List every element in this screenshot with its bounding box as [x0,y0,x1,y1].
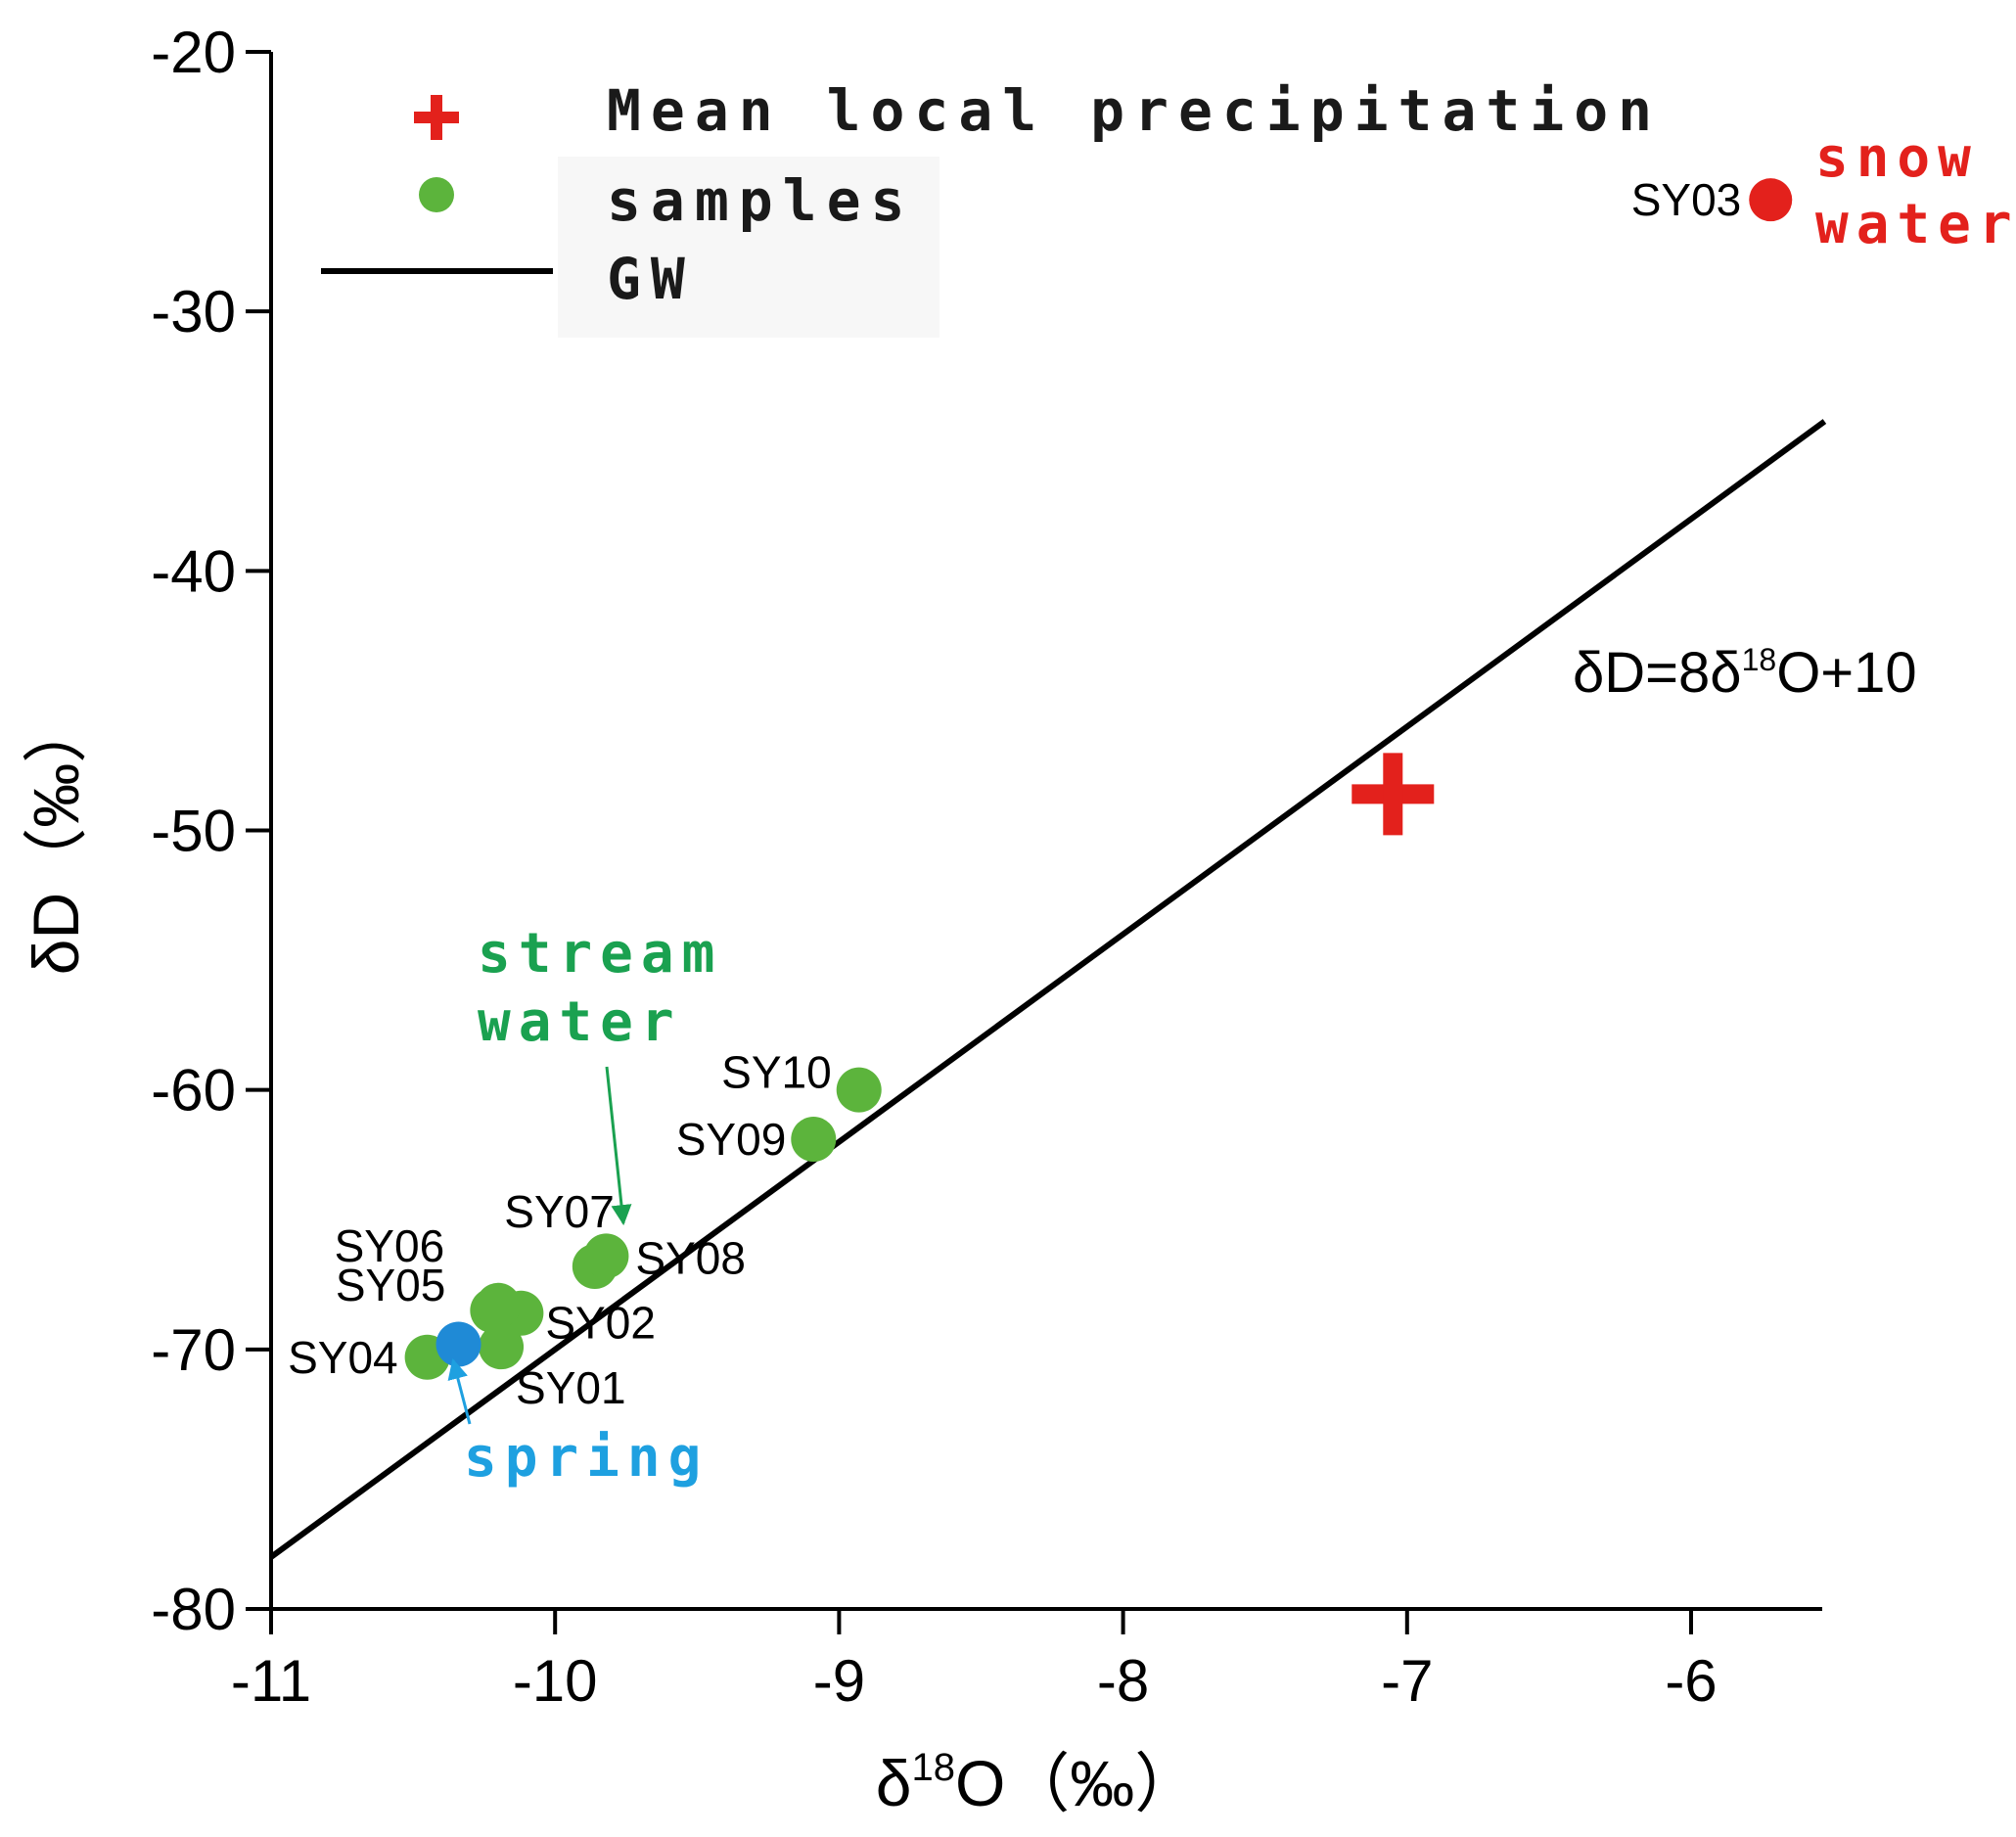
gw-equation-suffix: O+10 [1776,641,1917,705]
y-tick-label: -20 [151,20,236,85]
y-ticks: -20 -30 -40 -50 -60 -70 -80 [151,20,271,1642]
snow-water-label-line1: snow [1815,126,1979,190]
legend-label-precipitation: Mean local precipitation [607,77,1662,144]
annotations: stream water spring snow water [447,126,2016,1490]
spring-label: spring [464,1426,709,1490]
gw-equation-sup: 18 [1742,642,1777,677]
x-tick-label: -6 [1665,1648,1717,1714]
sample-point-sy01 [479,1324,525,1370]
y-axis-title: δD（‰） [20,699,92,975]
x-tick-label: -9 [813,1648,865,1714]
legend-precip-cross-icon [414,95,459,140]
y-tick-label: -60 [151,1058,236,1124]
point-label-sy03: SY03 [1631,174,1742,225]
precip-cross-vertical [1383,753,1403,836]
point-label-sy08: SY08 [635,1232,746,1283]
gw-equation-label: δD=8δ18O+10 [1573,641,1917,705]
axes: -20 -30 -40 -50 -60 -70 -80 -11 -10 -9 -8 -7 -6 [151,20,1822,1714]
x-tick-label: -7 [1381,1648,1433,1714]
snow-sample-point-sy03 [1749,178,1793,222]
snow-water-label-line2: water [1815,193,2016,256]
sample-point-sy10 [836,1067,882,1113]
y-tick-label: -50 [151,799,236,864]
point-label-sy09: SY09 [676,1114,787,1165]
sample-point-sy06 [476,1282,522,1328]
gw-equation-prefix: δD=8δ [1573,641,1742,705]
sample-point-sy08 [583,1233,629,1279]
y-tick-label: -40 [151,538,236,604]
point-label-sy05: SY05 [336,1260,446,1310]
mean-precipitation-cross-marker [1352,753,1435,836]
y-tick-label: -70 [151,1317,236,1383]
x-axis-title-suffix: O（‰） [955,1747,1199,1819]
point-label-sy01: SY01 [516,1362,626,1413]
spring-arrow [447,1357,472,1425]
legend-samples-dot-icon [419,177,454,212]
legend: Mean local precipitation samples GW [321,77,1662,338]
stream-water-label-line1: stream [478,922,722,986]
gw-regression-line [269,419,1827,1560]
x-tick-label: -11 [231,1648,311,1714]
spring-sample-point [435,1321,481,1367]
y-tick-label: -80 [151,1577,236,1642]
x-axis-title-sup: 18 [911,1746,955,1789]
legend-label-gw: GW [607,246,695,312]
stream-water-label-line2: water [478,990,682,1054]
legend-label-samples: samples [607,167,914,234]
point-label-sy06: SY06 [335,1220,445,1271]
legend-background [558,157,939,338]
data-points [404,178,1793,1380]
point-label-sy04: SY04 [288,1332,398,1383]
x-tick-label: -8 [1097,1648,1149,1714]
x-axis-title-prefix: δ [876,1747,912,1819]
y-tick-label: -30 [151,279,236,344]
sample-point-sy09 [791,1117,837,1163]
x-axis-title: δ18O（‰） [876,1746,1200,1819]
x-tick-label: -10 [513,1648,598,1714]
point-label-sy02: SY02 [545,1298,656,1349]
point-label-sy07: SY07 [504,1186,615,1237]
x-ticks: -11 -10 -9 -8 -7 -6 [231,1609,1718,1714]
point-label-sy10: SY10 [721,1047,832,1098]
stream-water-arrow [605,1066,632,1226]
